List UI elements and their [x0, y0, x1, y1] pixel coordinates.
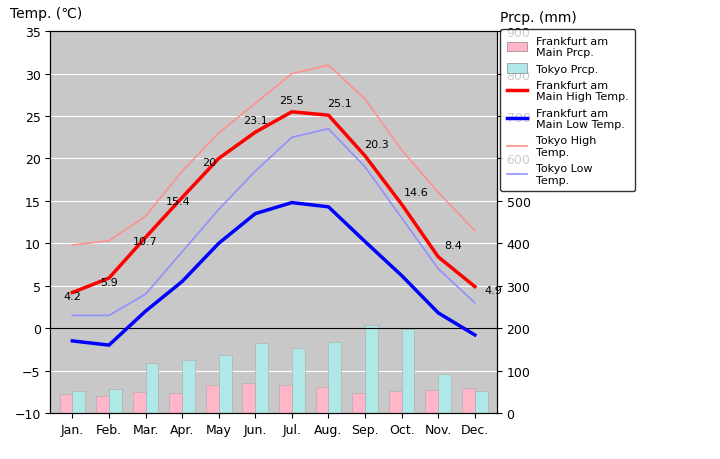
- Text: 4.9: 4.9: [485, 285, 502, 296]
- Text: 4.2: 4.2: [63, 291, 81, 302]
- Bar: [219, 355, 232, 413]
- Bar: [182, 361, 195, 413]
- Bar: [438, 374, 451, 413]
- Text: 8.4: 8.4: [444, 241, 462, 251]
- Bar: [352, 393, 365, 413]
- Text: 25.5: 25.5: [279, 96, 305, 106]
- Bar: [96, 396, 109, 413]
- Text: Temp. (℃): Temp. (℃): [10, 7, 83, 21]
- Bar: [279, 385, 292, 413]
- Text: Prcp. (mm): Prcp. (mm): [500, 11, 577, 25]
- Bar: [426, 390, 438, 413]
- Bar: [292, 348, 305, 413]
- Bar: [109, 389, 122, 413]
- Bar: [145, 364, 158, 413]
- Bar: [365, 325, 378, 413]
- Bar: [389, 391, 402, 413]
- Bar: [402, 330, 415, 413]
- Text: 20: 20: [202, 157, 217, 168]
- Text: 5.9: 5.9: [100, 277, 118, 287]
- Bar: [169, 393, 182, 413]
- Bar: [315, 387, 328, 413]
- Bar: [132, 392, 145, 413]
- Text: 14.6: 14.6: [404, 188, 428, 198]
- Text: 10.7: 10.7: [133, 236, 158, 246]
- Bar: [72, 391, 85, 413]
- Legend: Frankfurt am
Main Prcp., Tokyo Prcp., Frankfurt am
Main High Temp., Frankfurt am: Frankfurt am Main Prcp., Tokyo Prcp., Fr…: [500, 30, 635, 192]
- Text: 23.1: 23.1: [243, 116, 268, 126]
- Bar: [256, 343, 268, 413]
- Bar: [475, 392, 487, 413]
- Text: 20.3: 20.3: [364, 140, 388, 150]
- Bar: [462, 389, 475, 413]
- Bar: [243, 383, 256, 413]
- Bar: [328, 342, 341, 413]
- Text: 15.4: 15.4: [166, 196, 191, 207]
- Bar: [60, 394, 72, 413]
- Text: 25.1: 25.1: [327, 99, 352, 109]
- Bar: [206, 386, 219, 413]
